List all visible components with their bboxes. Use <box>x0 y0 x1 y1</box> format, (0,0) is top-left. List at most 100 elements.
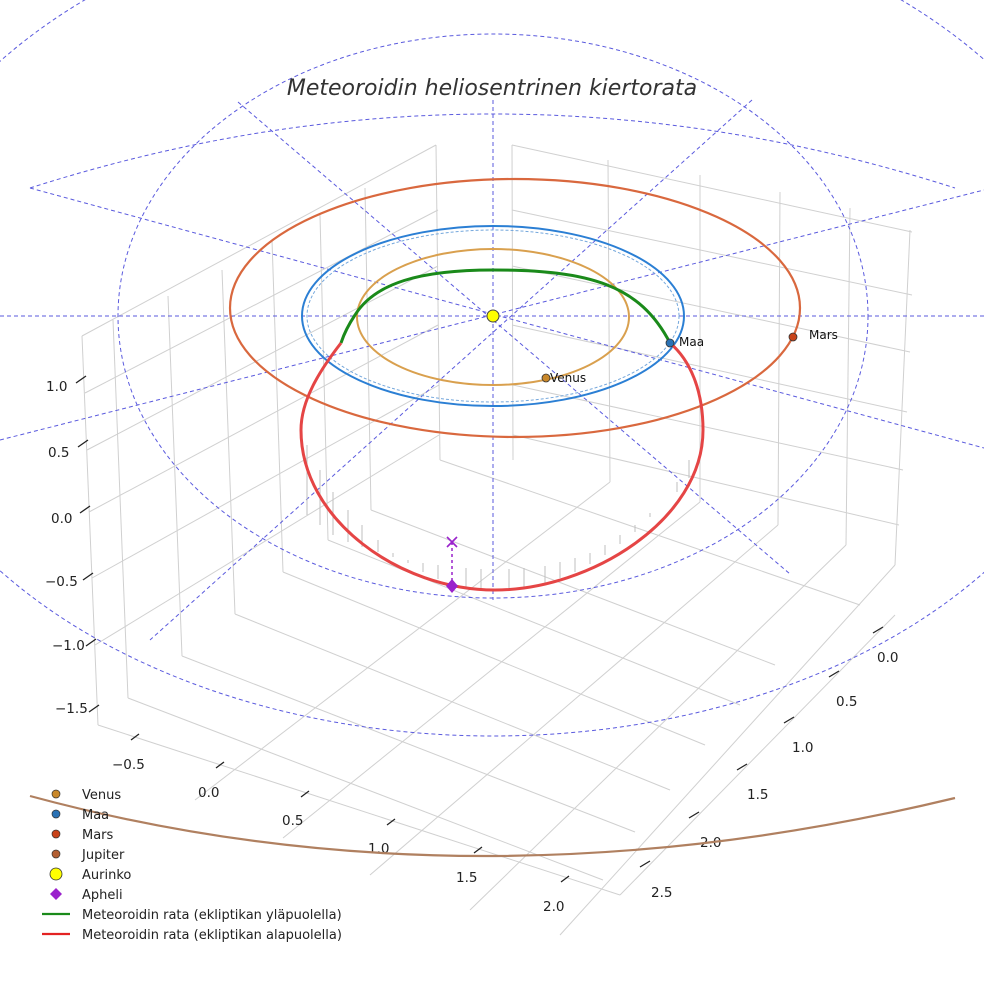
y-tick-label: 1.5 <box>747 787 768 803</box>
axis-tick <box>130 733 140 741</box>
ecliptic-reference <box>0 0 984 737</box>
grid-line <box>777 191 781 526</box>
grid-line <box>84 209 439 394</box>
meteoroid-orbit-above <box>339 268 672 344</box>
grid-line <box>894 229 911 566</box>
y-tick-label: 2.5 <box>651 885 672 901</box>
y-tick-label: 1.0 <box>792 740 813 756</box>
aphelion-diamond <box>446 579 458 593</box>
grid-line <box>81 144 437 337</box>
grid-line <box>511 144 514 461</box>
axis-tick <box>215 761 225 769</box>
axis-tick <box>82 572 94 581</box>
axis-tick <box>79 505 91 514</box>
grid-line <box>370 509 776 666</box>
legend-marker-maa <box>51 809 61 819</box>
axis-tick <box>736 763 748 771</box>
mars-marker <box>788 332 798 342</box>
sun-marker <box>486 309 500 323</box>
earth-marker <box>665 338 675 348</box>
earth-orbit <box>301 225 685 407</box>
x-tick-label: 1.5 <box>456 870 477 886</box>
venus-orbit <box>356 248 630 386</box>
axis-tick <box>560 875 570 883</box>
legend-label-mars: Mars <box>82 828 114 843</box>
grid-line <box>619 614 896 896</box>
chart-title: Meteoroidin heliosentrinen kiertorata <box>287 76 697 101</box>
grid-line <box>167 295 183 657</box>
venus-label: Venus <box>550 371 586 385</box>
meteoroid-orbit <box>299 268 705 592</box>
grid-line <box>112 319 129 699</box>
legend-marker-aurinko <box>49 867 63 881</box>
grid-line <box>369 524 779 876</box>
aphelion-marker <box>446 536 458 593</box>
ecliptic-ring-outer <box>0 0 984 737</box>
grid-line <box>282 571 706 746</box>
tick-labels: 1.0 0.5 0.0 −0.5 −1.0 −1.5 −0.5 0.0 0.5 … <box>45 379 898 915</box>
axis-tick <box>783 716 795 724</box>
z-tick-label: 0.5 <box>48 445 69 461</box>
axis-tick <box>300 790 310 798</box>
z-tick-label: 1.0 <box>46 379 67 395</box>
mars-label: Mars <box>809 328 838 342</box>
legend-label-venus: Venus <box>82 788 121 803</box>
x-tick-label: 1.0 <box>368 841 389 857</box>
grid-layer <box>81 144 913 936</box>
grid-line <box>511 265 911 353</box>
axis-ticks <box>75 375 884 883</box>
grid-line <box>512 434 900 526</box>
planet-orbits <box>29 177 956 858</box>
z-tick-label: −1.5 <box>55 701 88 717</box>
grid-line <box>319 214 329 541</box>
grid-line <box>511 209 913 296</box>
axis-tick <box>386 818 396 826</box>
axis-tick <box>688 811 700 819</box>
legend-label-maa: Maa <box>82 808 109 823</box>
bodies: Venus Maa Mars <box>486 309 838 385</box>
ecliptic-line <box>29 187 984 449</box>
grid-line <box>94 434 440 646</box>
grid-line <box>512 384 904 471</box>
earth-label: Maa <box>679 335 704 349</box>
grid-line <box>435 144 441 461</box>
grid-line <box>559 564 896 936</box>
grid-line <box>88 324 439 513</box>
grid-line <box>607 159 611 483</box>
axis-tick <box>872 626 884 634</box>
grid-line <box>845 207 851 546</box>
z-tick-label: −0.5 <box>45 574 78 590</box>
axis-tick <box>88 704 100 713</box>
grid-line <box>511 144 913 233</box>
ecliptic-line <box>29 113 956 189</box>
x-tick-label: −0.5 <box>112 757 145 773</box>
y-tick-label: 0.5 <box>836 694 857 710</box>
axis-tick <box>85 638 97 647</box>
z-tick-label: −1.0 <box>52 638 85 654</box>
meteoroid-drop-lines <box>306 445 690 589</box>
grid-line <box>86 265 439 451</box>
venus-marker <box>541 373 551 383</box>
grid-line <box>364 187 372 511</box>
x-tick-label: 0.5 <box>282 813 303 829</box>
legend-label-above: Meteoroidin rata (ekliptikan yläpuolella… <box>82 908 342 923</box>
x-tick-label: 2.0 <box>543 899 564 915</box>
y-tick-label: 0.0 <box>877 650 898 666</box>
grid-line <box>181 655 636 833</box>
axis-tick <box>639 860 651 868</box>
meteoroid-orbit-below <box>299 341 705 592</box>
grid-line <box>221 269 236 615</box>
jupiter-orbit <box>29 794 956 858</box>
legend-label-aurinko: Aurinko <box>82 868 131 883</box>
grid-line <box>327 539 741 706</box>
grid-line <box>282 501 701 839</box>
ecliptic-line <box>149 99 753 641</box>
grid-line <box>97 724 621 896</box>
axis-tick <box>75 375 87 384</box>
x-tick-label: 0.0 <box>198 785 219 801</box>
grid-line <box>127 697 604 881</box>
legend: Venus Maa Mars Jupiter Aurinko Apheli Me… <box>42 788 342 943</box>
grid-line <box>194 481 611 801</box>
grid-line <box>511 324 908 413</box>
